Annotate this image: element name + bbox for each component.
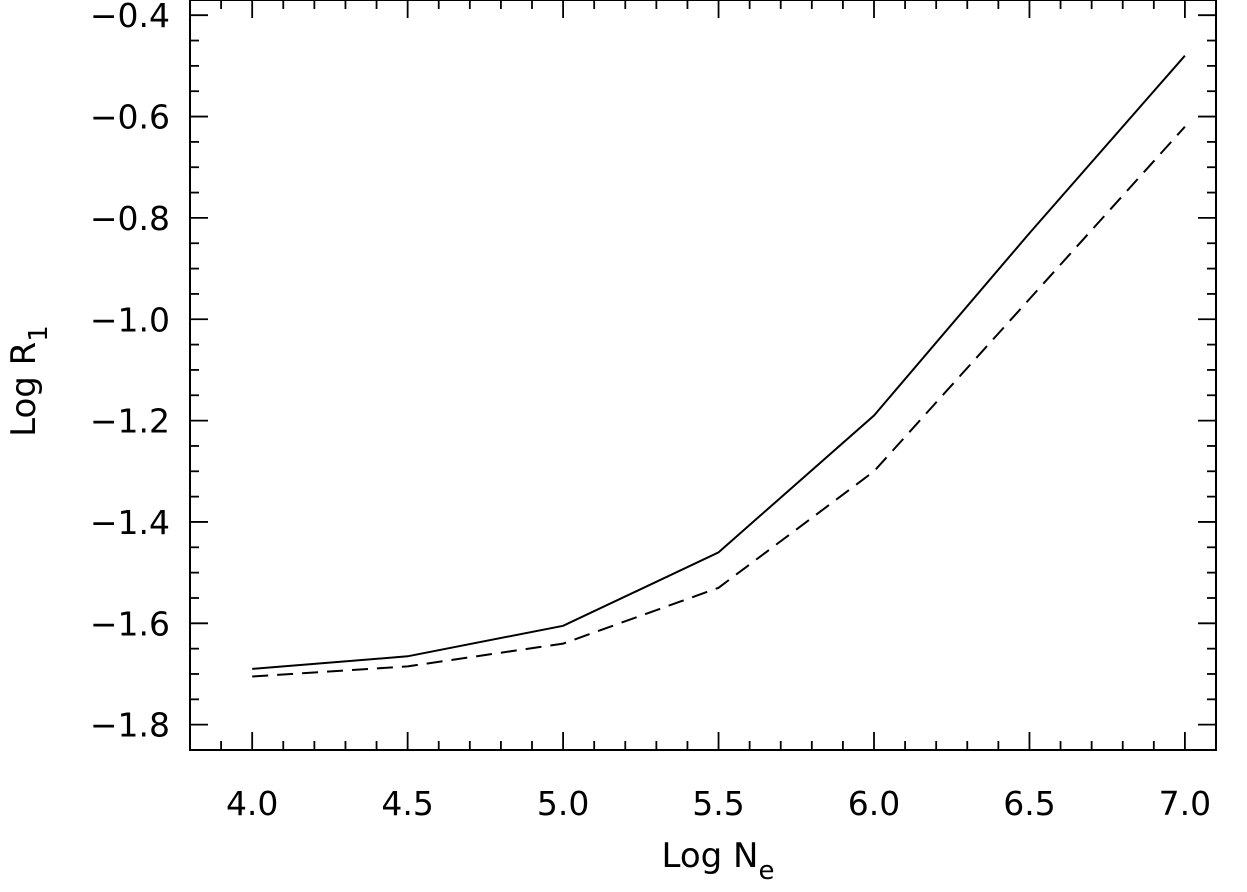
x-tick-label: 5.0 bbox=[537, 784, 589, 823]
y-tick-label: −1.4 bbox=[90, 503, 170, 542]
x-axis-label-sub: e bbox=[758, 856, 774, 886]
y-axis-label: Log R1 bbox=[4, 325, 54, 437]
x-tick-label: 5.5 bbox=[692, 784, 744, 823]
y-tick-label: −1.2 bbox=[90, 402, 170, 441]
plot-frame bbox=[189, 0, 1217, 751]
x-axis-label-main: Log N bbox=[662, 836, 759, 876]
x-axis-label: Log Ne bbox=[662, 836, 775, 886]
x-tick-label: 4.5 bbox=[381, 784, 433, 823]
x-tick-label: 4.0 bbox=[226, 784, 278, 823]
tick-labels: 4.0 4.5 5.0 5.5 6.0 6.5 7.0 −1.8 −1.6 −1.4 −1.2 −1.… bbox=[90, 0, 1211, 823]
series-line-solid bbox=[252, 55, 1186, 670]
series-line-dashed bbox=[252, 126, 1186, 678]
x-tick-label: 6.5 bbox=[1003, 784, 1055, 823]
y-tick-label: −0.4 bbox=[90, 0, 170, 35]
y-axis-label-sub: 1 bbox=[24, 325, 54, 342]
x-tick-label: 7.0 bbox=[1159, 784, 1211, 823]
y-tick-label: −0.6 bbox=[90, 98, 170, 137]
series-layer bbox=[252, 55, 1186, 678]
y-tick-label: −1.0 bbox=[90, 300, 170, 339]
y-tick-label: −1.8 bbox=[90, 706, 170, 745]
y-tick-label: −0.8 bbox=[90, 199, 170, 238]
axis-ticks bbox=[189, 0, 1217, 751]
x-tick-label: 6.0 bbox=[848, 784, 900, 823]
y-tick-label: −1.6 bbox=[90, 604, 170, 643]
y-axis-label-main: Log R bbox=[4, 342, 44, 437]
